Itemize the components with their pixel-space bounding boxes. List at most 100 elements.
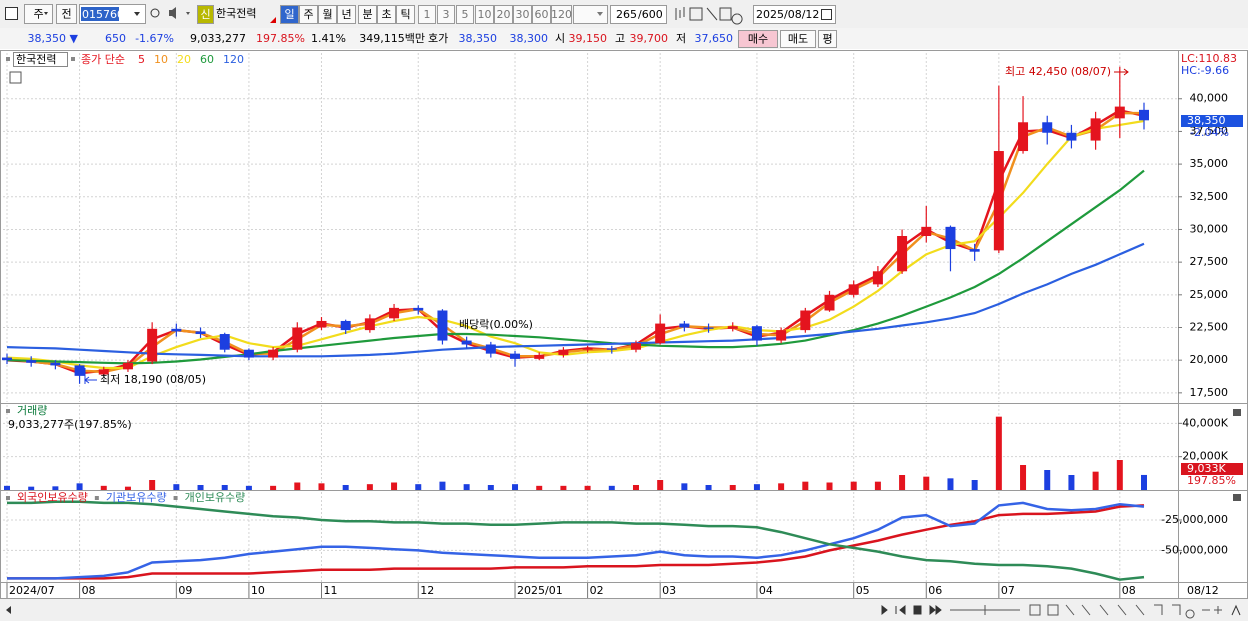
minute-button: 10 bbox=[478, 8, 492, 21]
volume-bar bbox=[366, 484, 373, 490]
calendar-icon[interactable] bbox=[821, 9, 832, 20]
sound-icon[interactable] bbox=[169, 7, 190, 19]
bar-count: 265 bbox=[616, 8, 637, 21]
dropdown-arrow bbox=[597, 12, 603, 16]
scroll-left[interactable] bbox=[6, 606, 11, 614]
scroll-bar[interactable] bbox=[0, 599, 1248, 621]
y-tick-label: 25,000 bbox=[1190, 288, 1229, 301]
quote-amount: 349,115백만 bbox=[359, 32, 425, 45]
candle-body bbox=[1018, 122, 1029, 152]
new-badge-bg[interactable] bbox=[197, 5, 214, 24]
volume-bar bbox=[100, 485, 107, 490]
volume-bar bbox=[221, 485, 228, 490]
quote-open-label: 시 bbox=[555, 32, 565, 45]
quote-vol-ratio: 197.85% bbox=[256, 32, 305, 45]
hc-label: HC:-9.66 bbox=[1181, 64, 1229, 77]
tool-icons[interactable] bbox=[950, 604, 1222, 619]
x-tick-label: 12 bbox=[420, 584, 434, 597]
interval-button-bg[interactable] bbox=[318, 5, 337, 24]
candle-body bbox=[655, 323, 666, 344]
volume-tag bbox=[1181, 463, 1243, 475]
interval-button-bg[interactable] bbox=[358, 5, 377, 24]
volume-bar bbox=[657, 480, 664, 490]
panel-icon[interactable] bbox=[9, 71, 22, 84]
panel-close[interactable] bbox=[1233, 409, 1241, 416]
volume-ratio: 197.85% bbox=[1187, 474, 1236, 487]
legend-entry: 120 bbox=[223, 53, 244, 66]
volume-bar bbox=[28, 486, 35, 490]
volume-bar bbox=[632, 485, 639, 490]
candle-body bbox=[98, 369, 109, 375]
x-tick-label: 04 bbox=[759, 584, 773, 597]
prev-button-bg[interactable] bbox=[56, 4, 77, 24]
interval-button-bg[interactable] bbox=[396, 5, 415, 24]
code-highlight bbox=[81, 7, 119, 21]
legend-entry: 20 bbox=[177, 53, 191, 66]
menu-icon[interactable] bbox=[5, 7, 18, 20]
buy-button-bg[interactable] bbox=[738, 30, 778, 48]
y-tick-label: 40,000K bbox=[1182, 416, 1228, 429]
interval-button: 월 bbox=[322, 8, 332, 21]
minute-button-bg[interactable] bbox=[418, 5, 436, 24]
annotation-arrow bbox=[1114, 68, 1129, 76]
stock-name: 한국전력 bbox=[216, 7, 256, 20]
ma-line bbox=[6, 242, 1145, 358]
legend-title: 종가 단순 bbox=[81, 53, 125, 66]
candle-body bbox=[751, 326, 762, 341]
legend-entry: 개인보유수량 bbox=[185, 491, 246, 504]
code-dropdown bbox=[134, 12, 140, 16]
interval-button: 주 bbox=[303, 8, 313, 21]
period-select-bg[interactable] bbox=[24, 4, 53, 24]
volume-bar bbox=[487, 485, 494, 490]
legend-entry: 외국인보유수량 bbox=[17, 491, 88, 504]
legend-swatch bbox=[6, 57, 10, 61]
x-tick-label: 2025/01 bbox=[517, 584, 563, 597]
minute-button-bg[interactable] bbox=[551, 5, 572, 24]
volume-bar bbox=[729, 485, 736, 490]
font-icon[interactable] bbox=[1231, 604, 1241, 616]
candle-body bbox=[679, 323, 690, 328]
sell-button-bg[interactable] bbox=[780, 30, 816, 48]
candle-body bbox=[1139, 109, 1149, 121]
volume-bar bbox=[342, 485, 349, 490]
date-box[interactable] bbox=[753, 5, 836, 24]
volume-bar bbox=[584, 485, 591, 490]
minute-button-bg[interactable] bbox=[456, 5, 474, 24]
minute-button-bg[interactable] bbox=[513, 5, 532, 24]
candle-body bbox=[969, 249, 980, 252]
candle-body bbox=[437, 310, 448, 341]
candle-body bbox=[74, 365, 85, 376]
sell-button: 매도 bbox=[788, 33, 808, 46]
count-box[interactable] bbox=[610, 5, 667, 24]
minute-button-bg[interactable] bbox=[494, 5, 513, 24]
scroll-controls[interactable] bbox=[881, 604, 942, 616]
minute-button-bg[interactable] bbox=[532, 5, 551, 24]
quote-low-label: 저 bbox=[676, 32, 686, 45]
panel-close[interactable] bbox=[1233, 494, 1241, 501]
quote-open: 39,150 bbox=[569, 32, 608, 45]
search-icon[interactable] bbox=[150, 8, 160, 18]
candle-body bbox=[727, 326, 738, 329]
volume-bar bbox=[76, 483, 83, 490]
interval-button-bg[interactable] bbox=[377, 5, 396, 24]
holding-line bbox=[7, 500, 1145, 581]
minute-button-bg[interactable] bbox=[437, 5, 455, 24]
candle-body bbox=[1042, 122, 1053, 133]
eval-button-bg[interactable] bbox=[818, 30, 837, 48]
interval-button-bg[interactable] bbox=[337, 5, 356, 24]
minute-dropdown[interactable] bbox=[573, 5, 608, 24]
volume-bar bbox=[391, 482, 398, 490]
interval-button: 틱 bbox=[400, 8, 410, 21]
legend-swatch bbox=[6, 496, 10, 500]
x-tick-label: 06 bbox=[928, 584, 942, 597]
panel-title: 거래량 bbox=[17, 404, 47, 417]
last-date: 08/12 bbox=[1187, 584, 1219, 597]
tool-icons[interactable] bbox=[675, 7, 743, 25]
interval-button-bg[interactable] bbox=[299, 5, 318, 24]
y-tick-label: -50,000,000 bbox=[1161, 543, 1228, 556]
minute-button-bg[interactable] bbox=[475, 5, 494, 24]
candle-body bbox=[50, 362, 61, 366]
interval-button: 분 bbox=[362, 8, 372, 21]
interval-button-bg[interactable] bbox=[280, 5, 299, 24]
y-tick-label: 17,500 bbox=[1190, 386, 1229, 399]
